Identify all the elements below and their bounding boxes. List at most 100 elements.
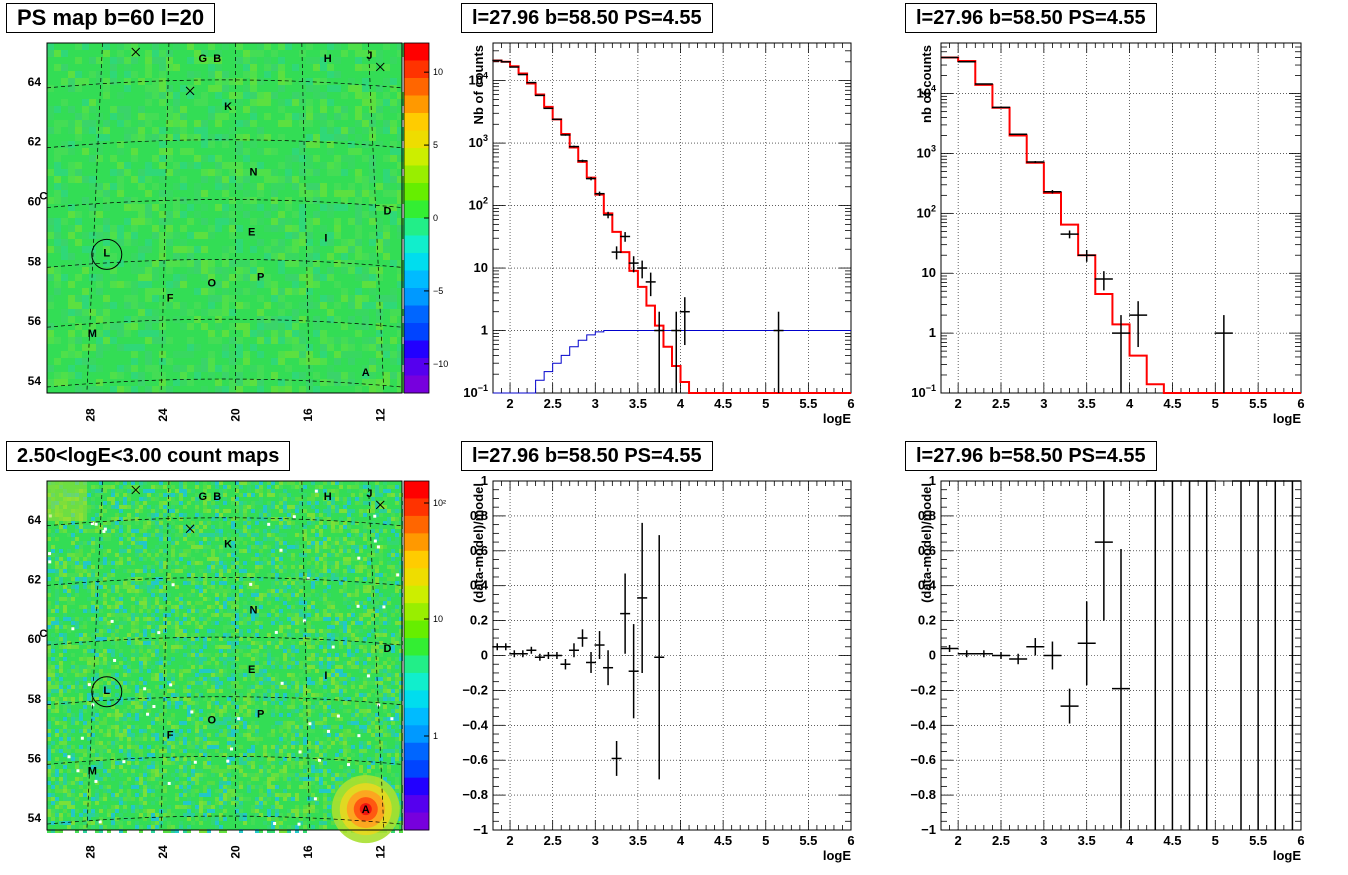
axis-ticks (492, 480, 852, 831)
cross-marker (185, 524, 195, 534)
y-tick-label: −0.2 (910, 682, 936, 697)
source-label: B (213, 53, 221, 65)
latitude-line (46, 517, 403, 527)
data-point (992, 106, 1010, 109)
colorbar-swatch (404, 638, 429, 656)
y-tick-label: −0.8 (910, 787, 936, 802)
y-tick-label: 54 (28, 811, 42, 825)
x-tick-label: 5.5 (1249, 396, 1267, 411)
source-label: F (167, 292, 174, 304)
x-tick-label: 4 (677, 396, 685, 411)
model-step-line (941, 56, 1301, 394)
exposure-step-line (493, 330, 851, 394)
y-tick-label: 1 (481, 323, 488, 338)
source-label: L (103, 247, 110, 259)
source-label: J (366, 488, 372, 500)
residual-point (1266, 480, 1285, 830)
y-tick-label: 103 (469, 133, 488, 150)
residual-point (1060, 688, 1079, 724)
y-tick-label: 64 (28, 75, 42, 89)
cross-marker (185, 86, 195, 96)
hotspot-glow (359, 803, 372, 816)
target-circle (91, 238, 123, 270)
colorbar-swatch (404, 60, 429, 79)
longitude-line (86, 480, 103, 831)
x-tick-label: 5 (762, 396, 769, 411)
residual-point (1283, 480, 1302, 830)
y-tick-label: 56 (28, 314, 42, 328)
residual-point (957, 650, 976, 658)
source-label: H (324, 53, 332, 65)
x-tick-label: 20 (228, 845, 242, 859)
y-tick-label: 64 (28, 513, 42, 527)
y-tick-label: 60 (28, 632, 42, 646)
residual-point (526, 646, 537, 654)
residual-point (1094, 481, 1113, 621)
residual-point (1197, 480, 1216, 830)
residual-point (940, 645, 959, 653)
source-label: P (257, 709, 264, 721)
data-point (1077, 249, 1096, 262)
map-cells (47, 43, 404, 393)
residual-right-title: l=27.96 b=58.50 PS=4.55 (905, 441, 1157, 471)
source-label: I (324, 232, 327, 244)
residual-point (492, 643, 503, 651)
source-label: E (248, 226, 255, 238)
data-point (551, 118, 562, 121)
colorbar-label: 1 (433, 731, 438, 741)
cross-marker (131, 47, 141, 57)
data-point (1129, 301, 1148, 348)
source-label: F (167, 730, 174, 742)
y-tick-label: 0.6 (918, 543, 936, 558)
y-tick-label: 102 (469, 196, 488, 213)
x-tick-label: 2.5 (544, 396, 562, 411)
colorbar-label: 10² (433, 498, 446, 508)
y-tick-label: 0.4 (470, 578, 489, 593)
x-axis-label: logE (1273, 411, 1301, 426)
x-axis-label: logE (823, 848, 851, 863)
latitude-line (46, 577, 403, 586)
residual-point (1043, 641, 1062, 670)
data-point (568, 145, 579, 148)
residual-point (974, 650, 993, 658)
data-point (773, 311, 784, 393)
y-tick-label: 0.4 (918, 578, 937, 593)
colorbar-swatch (404, 760, 429, 779)
y-tick-label: 58 (28, 254, 42, 268)
colorbar-swatch (404, 340, 429, 359)
x-tick-label: 5.5 (1249, 833, 1267, 848)
corner-glow (47, 481, 87, 521)
x-tick-label: 6 (1297, 833, 1304, 848)
y-tick-label: −1 (473, 822, 488, 837)
plot-area (493, 43, 851, 393)
colorbar-swatch (404, 742, 429, 761)
y-tick-label: −0.6 (462, 752, 488, 767)
data-point (1043, 190, 1062, 194)
x-tick-label: 4 (1126, 396, 1134, 411)
y-tick-label: 103 (917, 143, 936, 160)
source-label: M (88, 765, 97, 777)
longitude-line (160, 480, 170, 831)
colorbar-swatch (404, 568, 429, 587)
x-tick-label: 2.5 (544, 833, 562, 848)
residual-point (534, 653, 545, 661)
source-label: O (208, 715, 217, 727)
colorbar-swatch (404, 183, 429, 201)
residual-point (560, 658, 571, 670)
map-grid (46, 42, 403, 394)
residual-point (637, 522, 648, 673)
longitude-line (301, 42, 310, 394)
y-axis-label: (data-model)/model (919, 483, 934, 603)
x-tick-label: 5.5 (799, 833, 817, 848)
cross-marker (375, 62, 385, 72)
source-label: K (224, 101, 232, 113)
colorbar-swatch (404, 620, 429, 639)
colorbar-label: 10 (433, 67, 443, 77)
longitude-line (86, 42, 103, 394)
x-tick-label: 3.5 (629, 833, 647, 848)
colorbar-swatch (404, 585, 429, 604)
latitude-line (46, 378, 403, 388)
data-point (586, 177, 597, 181)
y-tick-label: 56 (28, 751, 42, 765)
residual-point (1232, 480, 1250, 830)
